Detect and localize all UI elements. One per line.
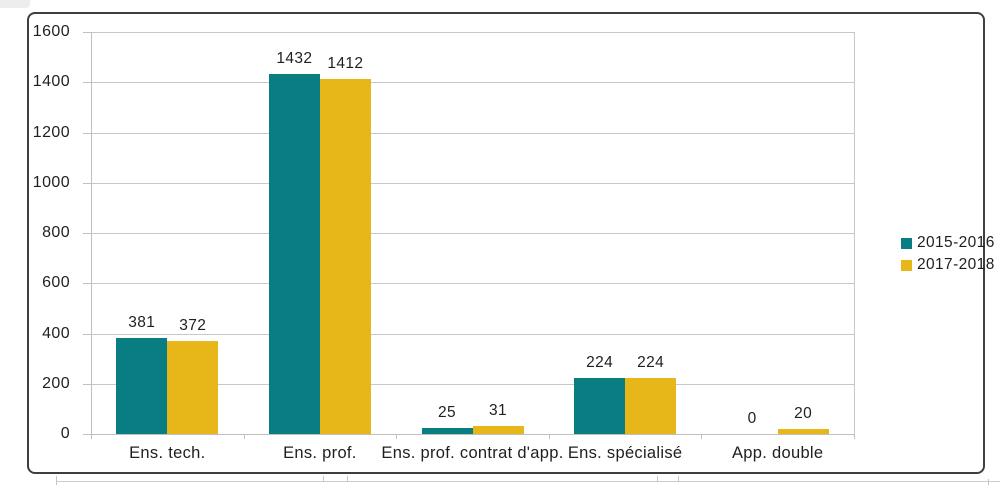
bar-2017-2018-4 [777, 429, 829, 434]
legend-label: 2015-2016 [917, 234, 995, 251]
y-axis-tick-label: 1400 [32, 73, 70, 91]
y-axis-tick-label: 1000 [32, 173, 70, 191]
bar-2017-2018-0 [167, 341, 219, 434]
y-axis-tick [83, 283, 91, 285]
x-axis-category-label: Ens. prof. contrat d'app. [381, 444, 564, 462]
chart-legend: 2015-2016 2017-2018 [901, 235, 995, 279]
bar-2015-2016-3 [574, 378, 626, 434]
bar-2017-2018-3 [625, 378, 677, 434]
next-element-tick [56, 476, 57, 485]
bar-value-label: 20 [794, 405, 813, 422]
next-element-tick [347, 476, 348, 482]
legend-item: 2017-2018 [901, 257, 995, 273]
gridline [91, 333, 854, 335]
y-axis-line [91, 32, 92, 434]
bar-chart[interactable]: 2015-2016 2017-2018 0 200 400 600 800 1000 1200… [27, 12, 994, 474]
y-axis-tick [83, 82, 91, 84]
y-axis-tick [83, 333, 91, 335]
gridline [91, 383, 854, 385]
next-element-top-border [56, 481, 1000, 482]
bar-value-label: 224 [586, 354, 614, 371]
x-axis-category-label: Ens. spécialisé [567, 444, 683, 462]
bar-2015-2016-0 [116, 338, 168, 434]
legend-label: 2017-2018 [917, 256, 995, 273]
bar-value-label: 381 [128, 314, 156, 331]
x-axis-tick [396, 434, 398, 439]
x-axis-tick [91, 434, 92, 439]
y-axis-tick [83, 182, 91, 184]
x-axis-category-label: App. double [731, 444, 824, 462]
y-axis-tick-label: 800 [42, 224, 70, 241]
x-axis-category-label: Ens. tech. [129, 444, 206, 462]
gridline [91, 32, 854, 33]
x-axis-tick [548, 434, 550, 439]
y-axis-tick-label: 600 [42, 274, 70, 292]
legend-swatch-icon [901, 259, 912, 271]
y-axis-tick-label: 200 [42, 374, 70, 392]
legend-swatch-icon [901, 237, 912, 249]
gridline [91, 283, 854, 285]
bar-value-label: 1412 [327, 55, 364, 72]
y-axis-tick-label: 400 [42, 324, 70, 342]
bar-value-label: 31 [488, 402, 508, 419]
bar-2017-2018-1 [319, 79, 371, 434]
gridline [91, 82, 854, 84]
y-axis-tick-label: 1200 [32, 123, 70, 141]
plot-right-border [854, 32, 855, 434]
y-axis-tick [83, 32, 91, 33]
y-axis-tick [83, 132, 91, 134]
bar-value-label: 0 [747, 410, 757, 427]
x-axis-tick [243, 434, 245, 439]
bar-value-label: 1432 [276, 50, 313, 67]
next-element-tick [323, 476, 324, 482]
x-axis-tick [854, 434, 855, 439]
next-element-tick [678, 476, 679, 482]
y-axis-tick [83, 383, 91, 385]
bar-2015-2016-1 [268, 74, 320, 434]
gridline [91, 182, 854, 184]
bar-2017-2018-2 [472, 426, 524, 434]
bar-value-label: 372 [179, 317, 207, 334]
next-element-tick [657, 476, 658, 482]
bar-value-label: 25 [437, 404, 457, 421]
gridline [91, 132, 854, 134]
screen-edge-artifact [0, 0, 30, 8]
x-axis-line [91, 434, 854, 435]
bar-2015-2016-2 [421, 428, 473, 434]
y-axis-tick-label: 1600 [32, 23, 70, 40]
legend-item: 2015-2016 [901, 235, 995, 251]
y-axis-tick [83, 233, 91, 234]
x-axis-tick [701, 434, 703, 439]
next-element-tick [988, 479, 989, 485]
bar-value-label: 224 [637, 354, 665, 371]
gridline [91, 233, 854, 234]
y-axis-tick [83, 434, 91, 435]
y-axis-tick-label: 0 [60, 425, 70, 442]
x-axis-category-label: Ens. prof. [283, 444, 357, 462]
